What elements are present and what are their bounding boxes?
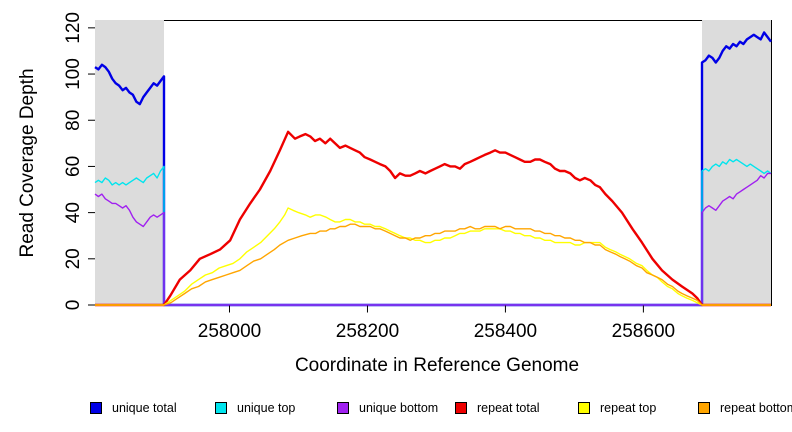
legend-swatch-repeat-bottom — [698, 402, 710, 414]
series-line-unique-bottom — [94, 172, 771, 306]
legend-label: repeat bottom — [720, 401, 792, 415]
legend-label: repeat top — [600, 401, 657, 415]
legend-label: unique bottom — [359, 401, 439, 415]
legend: unique total unique top unique bottom repea… — [0, 400, 792, 422]
y-tick-label: 40 — [63, 202, 84, 223]
series-line-repeat-bottom — [95, 223, 771, 306]
legend-item-unique-top: unique top — [215, 400, 295, 416]
y-tick-label: 20 — [63, 248, 84, 269]
legend-swatch-unique-bottom — [337, 402, 349, 414]
right-flank-region — [702, 20, 771, 305]
y-tick-label: 60 — [63, 156, 84, 177]
legend-item-unique-bottom: unique bottom — [337, 400, 438, 416]
legend-label: unique top — [237, 401, 296, 415]
legend-item-repeat-top: repeat top — [578, 400, 656, 416]
legend-item-repeat-total: repeat total — [455, 400, 540, 416]
y-tick-label: 80 — [63, 110, 84, 131]
x-axis-title: Coordinate in Reference Genome — [295, 355, 579, 376]
legend-label: unique total — [112, 401, 177, 415]
legend-swatch-unique-top — [215, 402, 227, 414]
y-tick-label: 100 — [63, 58, 84, 90]
legend-label: repeat total — [477, 401, 540, 415]
legend-swatch-repeat-top — [578, 402, 590, 414]
x-tick-label: 258600 — [612, 321, 675, 342]
x-tick-label: 258000 — [198, 321, 261, 342]
legend-item-repeat-bottom: repeat bottom — [698, 400, 792, 416]
series-lines — [94, 31, 772, 307]
y-tick-label: 120 — [63, 12, 84, 44]
legend-swatch-repeat-total — [455, 402, 467, 414]
series-line-unique-top — [94, 158, 772, 306]
series-line-repeat-total — [95, 130, 771, 307]
series-line-repeat-top — [95, 207, 771, 306]
y-axis-title: Read Coverage Depth — [17, 68, 38, 257]
shaded-regions — [95, 20, 771, 305]
legend-swatch-unique-total — [90, 402, 102, 414]
x-tick-label: 258400 — [474, 321, 537, 342]
y-tick-label: 0 — [63, 300, 84, 311]
legend-item-unique-total: unique total — [90, 400, 177, 416]
left-flank-region — [95, 20, 164, 305]
axis-ticks: 258000 258200 258400 258600 0 20 40 60 80 100 120 — [63, 12, 675, 342]
x-tick-label: 258200 — [336, 321, 399, 342]
